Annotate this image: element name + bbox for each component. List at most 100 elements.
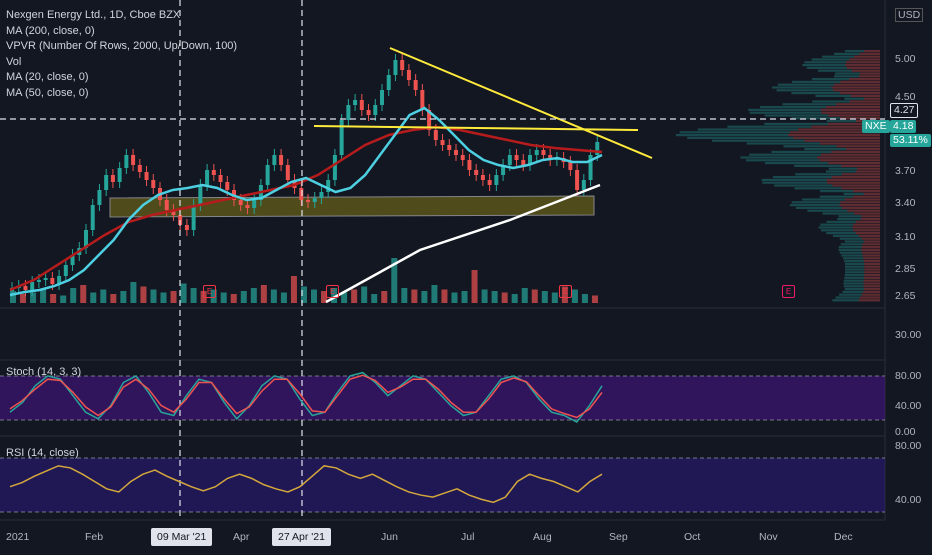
vpvr-bar-up	[789, 204, 840, 207]
vpvr-bar-down	[833, 89, 880, 92]
candle-body	[588, 155, 593, 180]
candle-body	[400, 60, 405, 70]
candle-body	[272, 155, 277, 165]
vpvr-bar-down	[836, 145, 880, 148]
candle-body	[447, 145, 452, 150]
vpvr-bar-up	[687, 136, 794, 139]
earnings-marker-2[interactable]: E	[326, 285, 339, 298]
symbol-tag[interactable]: NXE	[862, 120, 890, 133]
legend-vpvr[interactable]: VPVR (Number Of Rows, 2000, Up/Down, 100…	[6, 40, 238, 52]
stoch-band	[0, 376, 885, 420]
earnings-marker-3[interactable]: E	[559, 285, 572, 298]
volume-tick: 30.00	[895, 329, 922, 341]
legend-ma200[interactable]: MA (200, close, 0)	[6, 24, 95, 37]
vpvr-bar-down	[863, 279, 880, 282]
candle-body	[144, 172, 149, 180]
vpvr-bar-down	[827, 122, 880, 125]
vpvr-bar-up	[839, 237, 862, 240]
candle-body	[90, 205, 95, 230]
volume-bar	[381, 291, 388, 303]
vpvr-bar-down	[861, 293, 880, 296]
vpvr-bar-up	[748, 108, 821, 111]
volume-bar	[321, 291, 328, 303]
vpvr-bar-down	[819, 159, 880, 162]
volume-bar	[511, 294, 518, 303]
volume-bar	[300, 286, 307, 303]
vpvr-bar-down	[854, 212, 880, 215]
candle-body	[353, 100, 358, 105]
earnings-marker-future[interactable]: E	[782, 285, 795, 298]
candle-body	[474, 170, 479, 175]
vpvr-bar-up	[841, 254, 863, 257]
volume-bar	[170, 291, 177, 303]
vpvr-bar-down	[864, 268, 880, 271]
vpvr-bar-up	[746, 142, 821, 145]
vpvr-bar-up	[791, 201, 841, 204]
volume-bar	[431, 285, 438, 303]
vpvr-bar-down	[828, 114, 880, 117]
time-label-dec: Dec	[834, 531, 853, 543]
candle-body	[63, 265, 68, 276]
candle-body	[164, 200, 169, 210]
time-label-jun: Jun	[381, 531, 398, 543]
candle-body	[480, 175, 485, 180]
candle-body	[339, 120, 344, 155]
vpvr-bar-down	[845, 148, 880, 151]
volume-bar	[531, 289, 538, 303]
vpvr-bar-down	[847, 66, 880, 69]
volume-bar	[50, 294, 57, 303]
volume-bar	[581, 294, 588, 303]
rsi-line	[9, 465, 603, 504]
vpvr-bar-up	[833, 52, 860, 55]
time-label-nov: Nov	[759, 531, 778, 543]
legend-ma20[interactable]: MA (20, close, 0)	[6, 71, 89, 83]
earnings-marker-1[interactable]: E	[203, 285, 216, 298]
rsi-label[interactable]: RSI (14, close)	[6, 447, 79, 459]
candle-body	[84, 230, 88, 248]
vpvr-bar-down	[860, 218, 880, 221]
legend-vol[interactable]: Vol	[6, 55, 22, 68]
stoch-tick-40: 40.00	[895, 400, 922, 412]
vpvr-bar-down	[861, 215, 880, 218]
candle-body	[346, 105, 351, 120]
vpvr-bar-down	[849, 78, 880, 81]
volume-bar	[70, 288, 77, 303]
vpvr-bar-up	[791, 117, 841, 120]
volume-bar	[591, 295, 598, 303]
vpvr-bar-down	[845, 64, 880, 67]
volume-bar	[160, 292, 167, 303]
vpvr-bar-down	[820, 108, 880, 111]
vpvr-bar-up	[759, 106, 826, 109]
vpvr-bar-down	[861, 237, 880, 240]
candle-body	[528, 155, 532, 165]
candle-body	[171, 210, 176, 215]
vpvr-bar-up	[828, 167, 857, 170]
candle-body	[137, 165, 142, 172]
vpvr-bar-down	[797, 128, 880, 131]
legend-ma50[interactable]: MA (50, close, 0)	[6, 86, 89, 99]
stoch-tick-80: 80.00	[895, 370, 922, 382]
candle-body	[575, 170, 580, 190]
vpvr-bar-up	[795, 206, 843, 209]
volume-bar	[190, 288, 197, 303]
candle-body	[373, 105, 378, 115]
vpvr-bar-up	[832, 299, 859, 302]
vpvr-bar-up	[675, 134, 789, 137]
volume-bar	[290, 276, 297, 303]
vpvr-bar-down	[864, 271, 880, 274]
vpvr-bar-up	[842, 290, 864, 293]
currency-label[interactable]: USD	[895, 8, 924, 22]
vpvr-bar-down	[789, 131, 880, 134]
volume-bar	[411, 289, 418, 303]
vpvr-bar-up	[839, 251, 862, 254]
stoch-label[interactable]: Stoch (14, 3, 3)	[6, 366, 82, 378]
candle-body	[507, 155, 512, 165]
vpvr-bar-down	[852, 195, 880, 198]
legend-title[interactable]: Nexgen Energy Ltd., 1D, Cboe BZX	[6, 9, 181, 21]
volume-bar	[341, 292, 348, 303]
vpvr-bar-down	[855, 170, 880, 173]
vpvr-bar-up	[771, 150, 832, 153]
vpvr-bar-down	[859, 72, 880, 75]
